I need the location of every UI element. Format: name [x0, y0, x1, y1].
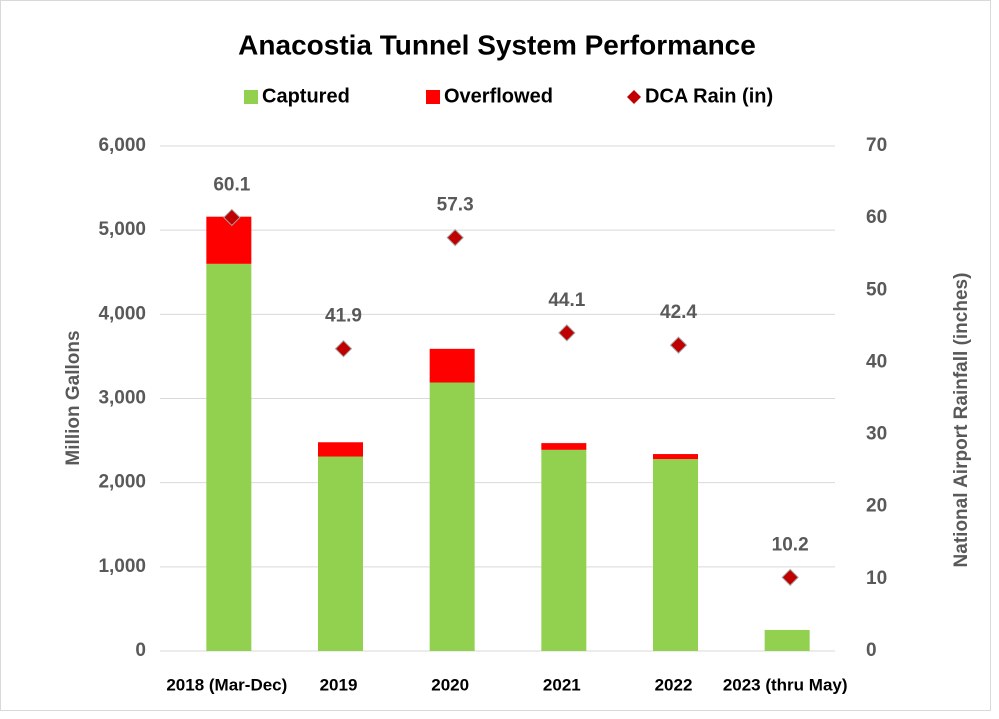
data-label: 42.4	[660, 302, 697, 323]
x-tick-label: 2021	[543, 675, 581, 694]
bar	[541, 443, 587, 450]
chart-title: Anacostia Tunnel System Performance	[238, 29, 756, 60]
legend-label: DCA Rain (in)	[645, 85, 773, 107]
y2-axis-label: National Airport Rainfall (inches)	[951, 273, 972, 568]
bar	[764, 629, 810, 651]
bar	[429, 382, 475, 651]
data-label: 44.1	[548, 290, 585, 311]
y-axis-label: Million Gallons	[63, 330, 84, 465]
bar	[318, 442, 363, 457]
y2-tick-label: 40	[866, 351, 887, 372]
y-tick-label: 3,000	[98, 388, 146, 409]
x-tick-label: 2022	[655, 675, 693, 694]
y2-tick-label: 70	[866, 135, 887, 156]
rain-marker	[781, 568, 799, 587]
y2-tick-label: 30	[866, 424, 887, 445]
data-label: 60.1	[213, 174, 250, 195]
bar	[653, 459, 698, 651]
rain-marker	[334, 340, 353, 358]
x-tick-label: 2019	[320, 675, 358, 694]
y-tick-label: 2,000	[98, 472, 146, 493]
legend-label: Overflowed	[444, 85, 553, 107]
rain-marker	[669, 336, 688, 354]
x-tick-label: 2020	[431, 675, 469, 694]
y-tick-label: 4,000	[98, 303, 146, 324]
y-tick-label: 1,000	[98, 556, 146, 577]
x-tick-label: 2023 (thru May)	[723, 675, 848, 694]
y2-tick-label: 60	[866, 207, 887, 228]
legend-marker	[627, 90, 641, 104]
bar	[541, 449, 587, 651]
y2-tick-label: 20	[866, 496, 887, 517]
data-label: 57.3	[437, 195, 474, 216]
y2-tick-label: 50	[866, 279, 887, 300]
bar	[206, 216, 252, 264]
y-tick-label: 5,000	[98, 219, 146, 240]
data-label: 10.2	[772, 534, 809, 555]
bar	[206, 263, 252, 651]
bar	[653, 454, 698, 460]
y2-tick-label: 10	[866, 568, 887, 589]
rain-marker	[223, 208, 241, 227]
bar	[318, 456, 363, 651]
legend-marker	[426, 90, 440, 104]
bar	[429, 348, 475, 383]
y2-tick-label: 0	[866, 640, 877, 661]
rain-marker	[558, 324, 576, 342]
data-label: 41.9	[325, 306, 362, 327]
y-tick-label: 6,000	[98, 135, 146, 156]
legend-marker	[244, 90, 258, 104]
x-tick-label: 2018 (Mar-Dec)	[166, 675, 287, 694]
legend-label: Captured	[262, 85, 350, 107]
y-tick-label: 0	[135, 640, 146, 661]
rain-marker	[446, 228, 464, 247]
